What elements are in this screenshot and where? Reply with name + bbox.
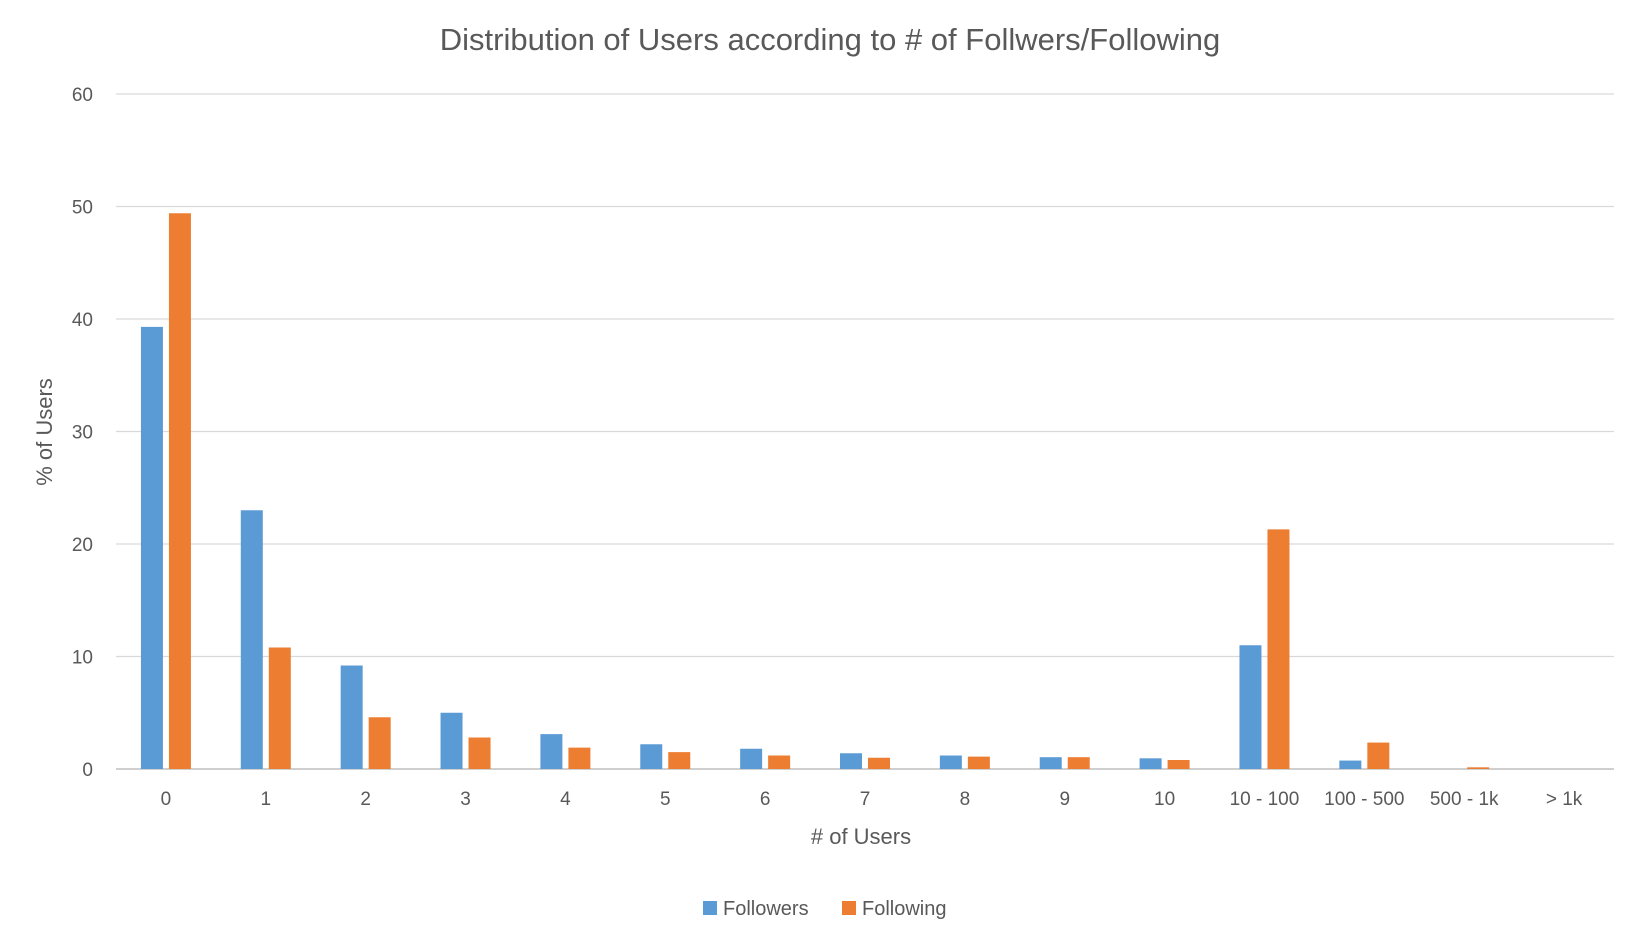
bar-following <box>668 752 691 769</box>
x-tick-label: 100 - 500 <box>1324 789 1404 810</box>
x-axis-ticks: 0 1 2 3 4 5 6 7 8 9 10 10 - 100 100 - 500 500 - 1k > 1… <box>161 789 1583 810</box>
bar-following <box>268 647 291 769</box>
bar-following <box>868 757 890 769</box>
legend-swatch-followers <box>703 901 717 915</box>
x-tick-label: 6 <box>760 789 771 810</box>
bar-followers <box>939 755 962 769</box>
bar-following <box>1367 742 1390 769</box>
x-tick-label: 8 <box>960 789 971 810</box>
x-tick-label: 10 - 100 <box>1230 789 1300 810</box>
legend-swatch-following <box>842 901 856 915</box>
bar-following <box>1467 767 1490 769</box>
y-tick-label: 60 <box>72 85 93 106</box>
gridlines <box>116 93 1614 770</box>
y-axis-label: % of Users <box>32 378 57 486</box>
bar-following <box>468 737 491 769</box>
y-tick-label: 50 <box>72 198 93 219</box>
bar-followers <box>340 665 363 769</box>
bar-following <box>1267 529 1290 769</box>
y-tick-label: 0 <box>82 760 93 781</box>
y-axis-ticks: 0 10 20 30 40 50 60 <box>72 85 93 781</box>
x-axis-label: # of Users <box>811 824 911 849</box>
legend: Followers Following <box>703 898 946 920</box>
x-tick-label: 3 <box>460 789 471 810</box>
bar-followers <box>240 510 263 769</box>
bar-followers <box>1139 758 1162 769</box>
bar-followers <box>540 734 563 769</box>
legend-label-followers: Followers <box>723 898 809 920</box>
x-tick-label: > 1k <box>1546 789 1583 810</box>
bar-followers <box>140 326 163 769</box>
bar-following <box>1167 760 1190 769</box>
bar-following <box>168 213 191 769</box>
legend-label-following: Following <box>862 898 946 920</box>
bar-following <box>768 755 791 769</box>
y-tick-label: 20 <box>72 535 93 556</box>
x-tick-label: 5 <box>660 789 671 810</box>
bar-following <box>568 747 591 769</box>
bar-followers <box>740 748 763 769</box>
bar-followers <box>1039 757 1062 769</box>
bar-followers <box>1239 645 1262 769</box>
x-tick-label: 0 <box>161 789 172 810</box>
x-tick-label: 4 <box>560 789 571 810</box>
bar-followers <box>440 712 463 769</box>
bar-following <box>1067 757 1090 769</box>
x-tick-label: 9 <box>1059 789 1070 810</box>
x-tick-label: 10 <box>1154 789 1175 810</box>
y-tick-label: 10 <box>72 648 93 669</box>
y-tick-label: 40 <box>72 310 93 331</box>
bar-following <box>368 717 391 769</box>
bar-followers <box>1339 760 1362 769</box>
x-tick-label: 2 <box>360 789 371 810</box>
chart-title: Distribution of Users according to # of … <box>440 22 1220 57</box>
y-tick-label: 30 <box>72 423 93 444</box>
bar-followers <box>840 753 862 769</box>
bars <box>140 213 1490 769</box>
x-tick-label: 1 <box>261 789 272 810</box>
bar-following <box>967 756 990 769</box>
x-tick-label: 500 - 1k <box>1430 789 1499 810</box>
bar-followers <box>640 744 663 769</box>
x-tick-label: 7 <box>860 789 871 810</box>
